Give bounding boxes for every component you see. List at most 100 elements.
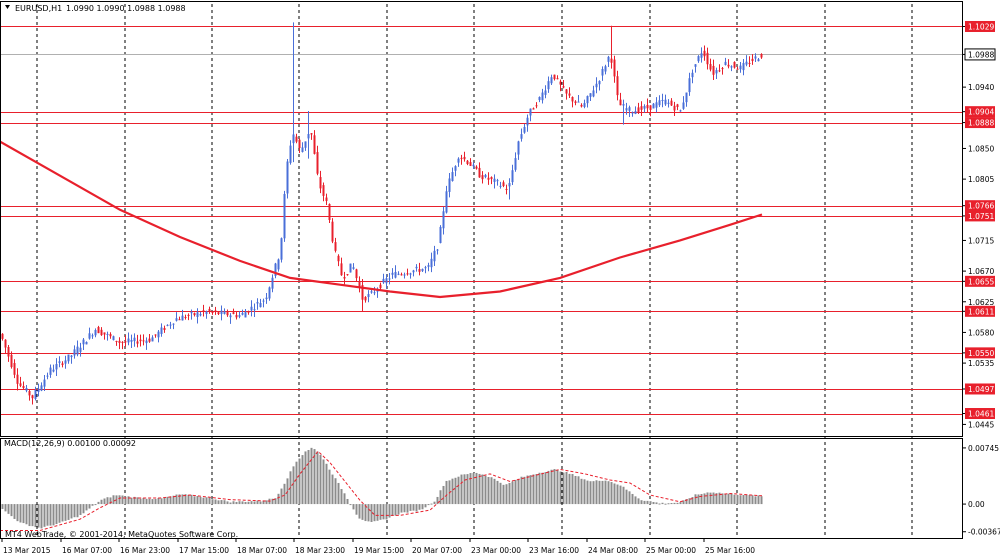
candle-body: [241, 312, 244, 315]
candle-body: [22, 386, 25, 389]
macd-bar: [589, 481, 592, 505]
macd-bar: [328, 469, 331, 505]
time-tick-label: 16 Mar 23:00: [120, 546, 170, 555]
macd-bar: [571, 474, 574, 505]
candle-body: [511, 170, 514, 183]
macd-bar: [403, 504, 406, 513]
candle-body: [418, 269, 421, 272]
macd-bar: [703, 493, 706, 505]
time-tick-label: 24 Mar 08:00: [588, 546, 638, 555]
candle-body: [628, 107, 631, 111]
macd-bar: [640, 500, 643, 505]
candle-body: [607, 56, 610, 62]
macd-bar: [706, 492, 709, 505]
macd-bar: [634, 496, 637, 505]
macd-bar: [118, 495, 121, 505]
candle-body: [196, 312, 199, 317]
candle-body: [697, 56, 700, 62]
macd-bar: [385, 504, 388, 520]
macd-bar: [25, 504, 28, 525]
price-tick-label: 1.0611: [968, 307, 994, 316]
macd-bar: [358, 504, 361, 519]
macd-bar: [388, 504, 391, 518]
candle-body: [715, 70, 718, 74]
candle-body: [466, 160, 469, 164]
candle-body: [694, 64, 697, 67]
candle-body: [184, 316, 187, 319]
macd-bar: [64, 504, 67, 521]
candle-body: [256, 302, 259, 304]
macd-bar: [46, 504, 49, 526]
macd-bar: [196, 495, 199, 505]
candle-body: [523, 126, 526, 133]
candlestick-series: [1, 22, 763, 405]
macd-bar: [37, 504, 40, 528]
time-tick-label: 17 Mar 15:00: [179, 546, 229, 555]
macd-bar: [4, 504, 7, 512]
price-tick-label: 1.0550: [968, 349, 994, 358]
macd-bar: [544, 472, 547, 505]
candle-body: [430, 258, 433, 268]
candle-body: [667, 102, 670, 104]
candle-body: [235, 314, 238, 318]
candle-body: [544, 90, 547, 95]
candle-body: [55, 364, 58, 370]
candle-body: [508, 182, 511, 187]
candle-body: [1, 333, 4, 339]
candle-body: [505, 188, 508, 190]
candle-body: [619, 99, 622, 106]
macd-bar: [313, 449, 316, 505]
macd-bar: [412, 504, 415, 511]
macd-bar: [343, 493, 346, 505]
macd-bar: [322, 459, 325, 505]
candle-body: [526, 117, 529, 126]
macd-bar: [172, 495, 175, 505]
macd-bar: [619, 485, 622, 505]
candle-body: [742, 63, 745, 71]
price-axis: 1.1029 1.0988 1.0940 1.0904 1.0888 1.0850 1.08…: [962, 20, 996, 429]
macd-bar: [229, 502, 232, 505]
macd-bar: [88, 504, 91, 509]
dropdown-triangle-icon[interactable]: [5, 5, 10, 9]
candle-body: [40, 385, 43, 391]
price-tick-label: 1.0535: [968, 359, 994, 368]
candle-body: [454, 166, 457, 171]
candle-body: [625, 108, 628, 111]
macd-bar: [277, 493, 280, 505]
macd-bar: [301, 455, 304, 505]
macd-bar: [676, 502, 679, 505]
candle-body: [358, 281, 361, 288]
symbol-header[interactable]: EURUSD,H1 1.0990 1.0990 1.0988 1.0988: [5, 4, 186, 13]
price-tick-label: 1.0904: [968, 108, 994, 117]
candle-body: [172, 323, 175, 325]
macd-bar: [475, 472, 478, 505]
macd-bar: [559, 471, 562, 505]
candle-body: [379, 284, 382, 289]
price-tag: [965, 20, 995, 32]
candle-body: [100, 329, 103, 336]
candle-body: [364, 296, 367, 301]
candle-body: [211, 311, 214, 313]
macd-bar: [307, 449, 310, 505]
candle-body: [106, 333, 109, 335]
macd-bar: [238, 501, 241, 505]
macd-bar: [367, 504, 370, 522]
candle-body: [253, 309, 256, 311]
macd-bar: [607, 481, 610, 505]
candle-body: [115, 340, 118, 342]
candle-body: [229, 315, 232, 318]
macd-bar: [1, 504, 4, 509]
candle-body: [394, 271, 397, 278]
candle-body: [475, 166, 478, 169]
candle-body: [469, 162, 472, 166]
candle-body: [232, 312, 235, 314]
macd-bar: [73, 504, 76, 518]
candle-body: [319, 177, 322, 189]
macd-bar: [598, 480, 601, 505]
macd-bar: [190, 494, 193, 505]
candle-body: [4, 339, 7, 348]
candle-body: [79, 347, 82, 352]
candle-body: [13, 363, 16, 375]
macd-bar: [310, 447, 313, 505]
candle-body: [421, 268, 424, 272]
